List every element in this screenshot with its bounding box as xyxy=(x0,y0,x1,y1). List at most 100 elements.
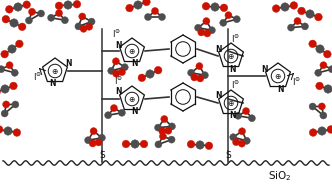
Circle shape xyxy=(105,112,112,119)
Circle shape xyxy=(154,66,162,74)
Circle shape xyxy=(11,69,18,76)
Circle shape xyxy=(238,140,245,147)
Text: S: S xyxy=(225,152,231,160)
Circle shape xyxy=(309,40,316,48)
Circle shape xyxy=(2,15,10,23)
Text: N: N xyxy=(215,91,221,101)
Text: S: S xyxy=(99,152,105,160)
Circle shape xyxy=(318,103,325,110)
Circle shape xyxy=(10,19,18,27)
Circle shape xyxy=(95,139,102,146)
Circle shape xyxy=(14,3,22,11)
Circle shape xyxy=(203,18,210,25)
Circle shape xyxy=(18,23,26,31)
Circle shape xyxy=(324,85,332,93)
Circle shape xyxy=(159,133,166,140)
Circle shape xyxy=(188,69,195,76)
Circle shape xyxy=(131,140,139,148)
Circle shape xyxy=(143,0,150,6)
Circle shape xyxy=(140,140,148,148)
Text: N: N xyxy=(116,40,122,50)
Circle shape xyxy=(306,10,314,18)
Circle shape xyxy=(328,66,332,73)
Circle shape xyxy=(235,112,242,119)
Circle shape xyxy=(4,127,12,135)
Circle shape xyxy=(88,18,95,25)
Text: $\oplus$: $\oplus$ xyxy=(128,47,136,56)
Circle shape xyxy=(122,140,130,148)
Circle shape xyxy=(315,69,322,76)
Circle shape xyxy=(55,2,63,10)
Text: N: N xyxy=(131,108,137,116)
Text: $\oplus$: $\oplus$ xyxy=(227,52,235,61)
Circle shape xyxy=(320,112,327,119)
Text: $\oplus$: $\oplus$ xyxy=(128,95,136,104)
Circle shape xyxy=(10,82,17,90)
Circle shape xyxy=(225,12,232,19)
Circle shape xyxy=(233,139,240,146)
Circle shape xyxy=(113,70,120,77)
Circle shape xyxy=(220,4,228,12)
Circle shape xyxy=(159,128,166,135)
Circle shape xyxy=(6,62,13,69)
Circle shape xyxy=(165,127,172,134)
Circle shape xyxy=(121,64,128,71)
Circle shape xyxy=(111,105,118,112)
Circle shape xyxy=(211,3,219,11)
Circle shape xyxy=(29,8,36,15)
Circle shape xyxy=(196,63,203,70)
Circle shape xyxy=(38,10,44,17)
Text: $\oplus$: $\oplus$ xyxy=(51,67,59,76)
Circle shape xyxy=(126,4,133,12)
Circle shape xyxy=(195,24,202,31)
Text: I$^{\ominus}$: I$^{\ominus}$ xyxy=(33,71,42,83)
Circle shape xyxy=(158,13,165,20)
Text: $\oplus$: $\oplus$ xyxy=(274,72,282,81)
Circle shape xyxy=(0,66,5,73)
Circle shape xyxy=(233,16,240,23)
Text: SiO$_2$: SiO$_2$ xyxy=(268,169,292,183)
Circle shape xyxy=(315,13,322,21)
Circle shape xyxy=(202,72,208,79)
Circle shape xyxy=(197,75,204,82)
Circle shape xyxy=(187,140,195,148)
Circle shape xyxy=(272,5,280,12)
Circle shape xyxy=(146,70,154,78)
Circle shape xyxy=(1,50,8,58)
Circle shape xyxy=(294,18,301,25)
Circle shape xyxy=(64,1,72,9)
Text: I$^{\ominus}$: I$^{\ominus}$ xyxy=(114,75,123,87)
Circle shape xyxy=(85,137,92,144)
Circle shape xyxy=(316,45,324,53)
Text: I$^{\ominus}$: I$^{\ominus}$ xyxy=(230,33,239,45)
Circle shape xyxy=(298,7,305,15)
Circle shape xyxy=(301,23,308,30)
Text: N: N xyxy=(262,64,268,74)
Circle shape xyxy=(138,74,146,82)
Circle shape xyxy=(318,127,326,135)
Circle shape xyxy=(144,13,151,20)
Text: N: N xyxy=(230,112,236,121)
Circle shape xyxy=(73,0,81,8)
Circle shape xyxy=(98,134,105,141)
Circle shape xyxy=(12,101,19,108)
Text: $\oplus$: $\oplus$ xyxy=(227,99,235,108)
Text: N: N xyxy=(116,88,122,97)
Circle shape xyxy=(290,2,298,9)
Circle shape xyxy=(316,82,323,90)
Circle shape xyxy=(154,124,162,131)
Circle shape xyxy=(80,25,87,32)
Circle shape xyxy=(16,40,23,48)
Circle shape xyxy=(55,10,62,17)
Circle shape xyxy=(1,110,8,117)
Circle shape xyxy=(155,141,162,148)
Text: N: N xyxy=(230,64,236,74)
Circle shape xyxy=(196,141,204,149)
Circle shape xyxy=(288,24,294,31)
Circle shape xyxy=(134,1,142,9)
Circle shape xyxy=(324,50,331,58)
Circle shape xyxy=(248,115,255,122)
Circle shape xyxy=(230,134,237,141)
Circle shape xyxy=(151,8,158,15)
Text: N: N xyxy=(65,60,71,68)
